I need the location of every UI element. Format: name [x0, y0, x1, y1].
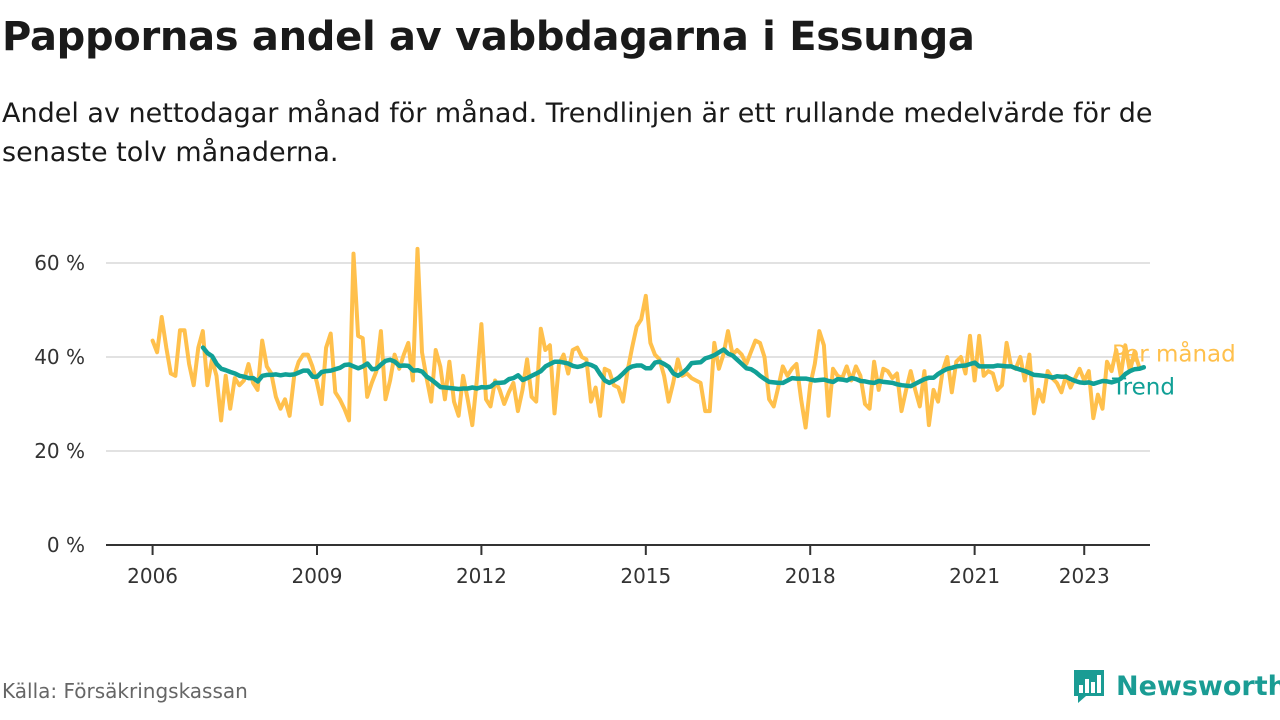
x-tick-label: 2023 — [1059, 564, 1110, 588]
series-label-per-manad: Per månad — [1112, 339, 1236, 367]
x-tick-label: 2009 — [292, 564, 343, 588]
x-tick-label: 2015 — [620, 564, 671, 588]
x-tick-label: 2021 — [949, 564, 1000, 588]
series-label-trend: Trend — [1111, 374, 1175, 400]
y-tick-label: 20 % — [34, 439, 85, 463]
line-chart: 0 % 20 % 40 % 60 % 2006 2009 2012 2015 2018 2021 2… — [34, 246, 1236, 588]
y-tick-label: 60 % — [34, 251, 85, 275]
y-tick-label: 0 % — [47, 533, 85, 557]
series-lines — [150, 246, 1147, 430]
series-labels: Per månad Trend — [1111, 339, 1236, 400]
y-tick-label: 40 % — [34, 345, 85, 369]
x-tick-label: 2006 — [127, 564, 178, 588]
brand-name: Newsworthy — [1116, 670, 1280, 702]
trend-series-line — [200, 345, 1147, 392]
newsworthy-logo[interactable]: Newsworthy — [1072, 666, 1280, 706]
axes: 0 % 20 % 40 % 60 % 2006 2009 2012 2015 2018 2021 2… — [34, 251, 1150, 588]
chart-subtitle: Andel av nettodagar månad för månad. Tre… — [2, 98, 1153, 168]
x-tick-label: 2012 — [456, 564, 507, 588]
monthly-series-line — [150, 246, 1141, 430]
bar-chart-speech-bubble-icon — [1074, 670, 1104, 703]
chart-title: Pappornas andel av vabbdagarna i Essunga — [2, 14, 975, 60]
x-tick-label: 2018 — [785, 564, 836, 588]
source-note: Källa: Försäkringskassan — [2, 679, 248, 703]
